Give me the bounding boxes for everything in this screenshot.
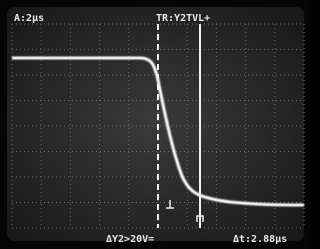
body: A:2µs TR:Y2TVL+ ΔY2>20V= Δt:2.88µs (() =… (0, 0, 320, 249)
trigger-readout: TR:Y2TVL+ (156, 13, 210, 24)
page: {"readouts": {"timebase": "A:2µs", "trig… (0, 0, 320, 249)
voltage-readout: ΔY2>20V= (106, 234, 154, 245)
timebase-readout: A:2µs (14, 13, 44, 24)
display (7, 7, 304, 241)
scope-screen: A:2µs TR:Y2TVL+ ΔY2>20V= Δt:2.88µs (0, 0, 311, 249)
delta-time-readout: Δt:2.88µs (233, 234, 287, 245)
